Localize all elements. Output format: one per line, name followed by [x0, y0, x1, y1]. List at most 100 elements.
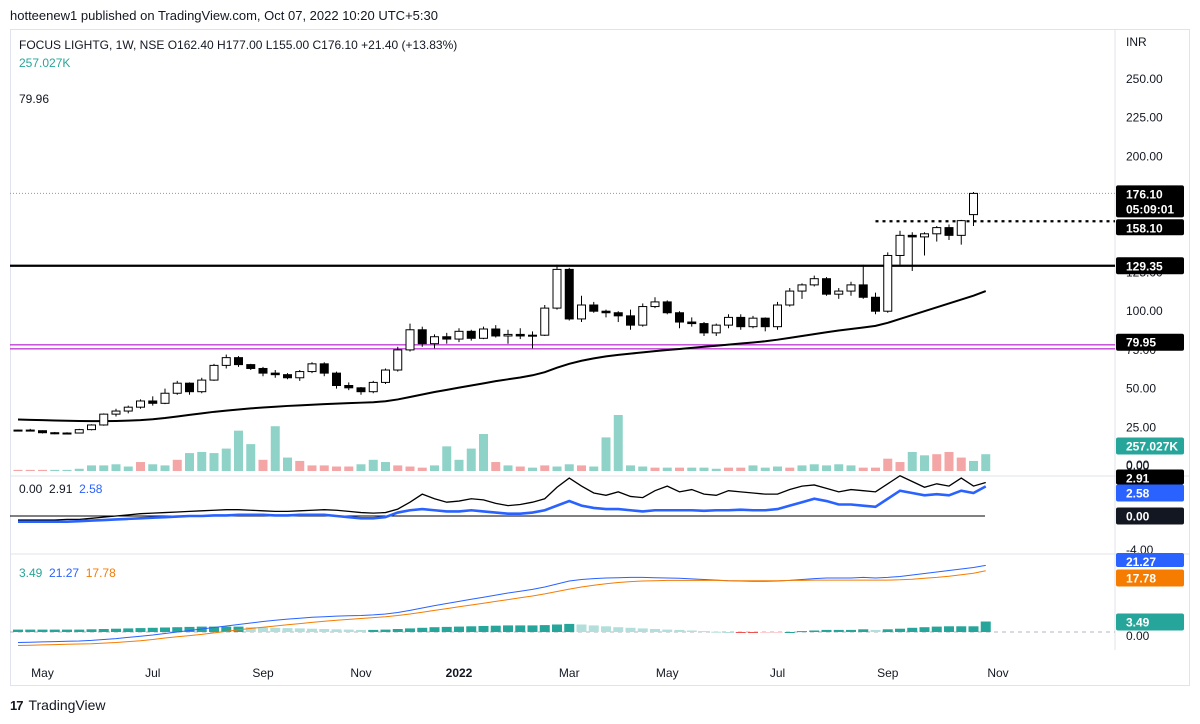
osc2-histogram-bar: [503, 625, 513, 632]
osc2-histogram-bar: [760, 632, 771, 633]
volume-bars: [13, 415, 991, 471]
candle: [552, 264, 562, 310]
candle-body: [858, 284, 868, 298]
price-tick-label: 25.00: [1126, 420, 1156, 434]
price-axis: INR250.00225.00200.00125.00100.0075.0050…: [1126, 35, 1163, 643]
candle-body: [307, 363, 317, 373]
candle-body: [503, 333, 513, 337]
footer-brand-text: TradingView: [28, 697, 106, 713]
candle-body: [344, 385, 354, 389]
candle-body: [442, 336, 452, 340]
osc2-blue-tag: 21.27: [1116, 553, 1184, 569]
osc2-histogram-bar: [147, 627, 158, 632]
candle: [148, 396, 158, 406]
osc2-histogram-bar: [907, 627, 918, 632]
symbol-legend[interactable]: FOCUS LIGHTG, 1W, NSE O162.40 H177.00 L1…: [19, 38, 458, 52]
candle: [234, 356, 243, 367]
volume-bar: [62, 469, 72, 471]
candle-body: [393, 349, 403, 371]
tradingview-logo-icon: 17: [10, 697, 24, 713]
volume-bar: [748, 465, 758, 471]
volume-bar: [920, 455, 929, 471]
osc2-histogram-bar: [931, 626, 942, 632]
candle: [638, 303, 648, 327]
candle-body: [123, 406, 133, 412]
time-tick-label: May: [31, 666, 54, 680]
candle: [136, 399, 145, 409]
candle: [344, 382, 354, 391]
osc2-histogram-bar: [405, 628, 415, 632]
osc2-histogram-bar: [748, 632, 758, 633]
osc2-histogram-bar: [233, 626, 244, 632]
time-tick-label: Sep: [877, 666, 899, 680]
candle: [38, 430, 47, 434]
candle: [699, 322, 709, 336]
volume-bar: [822, 465, 831, 471]
candle: [515, 328, 525, 340]
volume-bar: [111, 464, 121, 471]
candle: [809, 275, 819, 287]
volume-bar: [675, 467, 684, 471]
candle-body: [699, 323, 709, 334]
candle-body: [760, 317, 770, 328]
osc2-histogram-bar: [172, 627, 183, 632]
oscillator-1-pane: [10, 475, 987, 524]
volume-bar: [846, 465, 856, 471]
candle-body: [62, 432, 72, 435]
osc2-histogram-bar: [319, 629, 330, 632]
candle-body: [552, 268, 562, 309]
osc2-legend-b: 21.27: [49, 566, 80, 580]
candle: [393, 346, 403, 372]
volume-legend: 257.027K: [19, 56, 71, 70]
osc1-legend-a: 0.00: [19, 482, 43, 496]
footer-branding[interactable]: 17 TradingView: [10, 697, 106, 713]
candle: [932, 226, 942, 242]
osc2-histogram-bar: [956, 626, 967, 632]
candle-body: [38, 430, 47, 434]
candle-body: [883, 254, 893, 312]
candle: [307, 362, 317, 374]
candle-body: [283, 374, 292, 379]
volume-bar: [711, 468, 721, 471]
osc1-black-tag-text: 2.91: [1126, 472, 1150, 486]
candle-body: [932, 227, 942, 235]
osc2-legend-c: 17.78: [85, 566, 116, 580]
candle: [99, 413, 109, 426]
osc2-histogram-bar: [552, 624, 562, 632]
osc1-blue-tag-bg: [1116, 484, 1184, 502]
candle-body: [895, 234, 905, 256]
candle: [662, 300, 672, 315]
osc2-histogram-bar: [809, 630, 820, 632]
osc2-histogram-bar: [160, 627, 170, 632]
volume-bar: [148, 464, 158, 471]
candle-body: [846, 284, 856, 292]
candle: [650, 297, 660, 309]
candle-body: [246, 364, 256, 369]
osc1-blue-line: [18, 485, 987, 524]
candle-body: [907, 234, 917, 238]
candle-body: [724, 316, 733, 326]
osc2-histogram-bar: [968, 626, 979, 632]
time-tick-label: Mar: [559, 666, 580, 680]
volume-bar: [13, 469, 23, 471]
osc1-black-tag-bg: [1116, 469, 1184, 485]
candle-body: [638, 306, 648, 326]
osc2-histogram-bar: [625, 627, 636, 632]
candle-body: [368, 381, 378, 393]
volume-bar: [638, 466, 648, 471]
osc2-histogram-bar: [86, 629, 97, 632]
osc2-histogram-bar: [919, 627, 930, 632]
candle-body: [491, 328, 501, 337]
chart-frame[interactable]: [10, 29, 1190, 686]
time-tick-label: May: [656, 666, 679, 680]
volume-bar: [50, 469, 60, 471]
volume-bar: [209, 453, 219, 471]
candle: [675, 311, 684, 329]
published-header: hotteenew1 published on TradingView.com,…: [10, 8, 438, 23]
candle-body: [221, 357, 231, 366]
volume-bar: [969, 460, 978, 471]
ma-tag-bg: [1116, 333, 1184, 351]
volume-bar: [405, 466, 415, 471]
